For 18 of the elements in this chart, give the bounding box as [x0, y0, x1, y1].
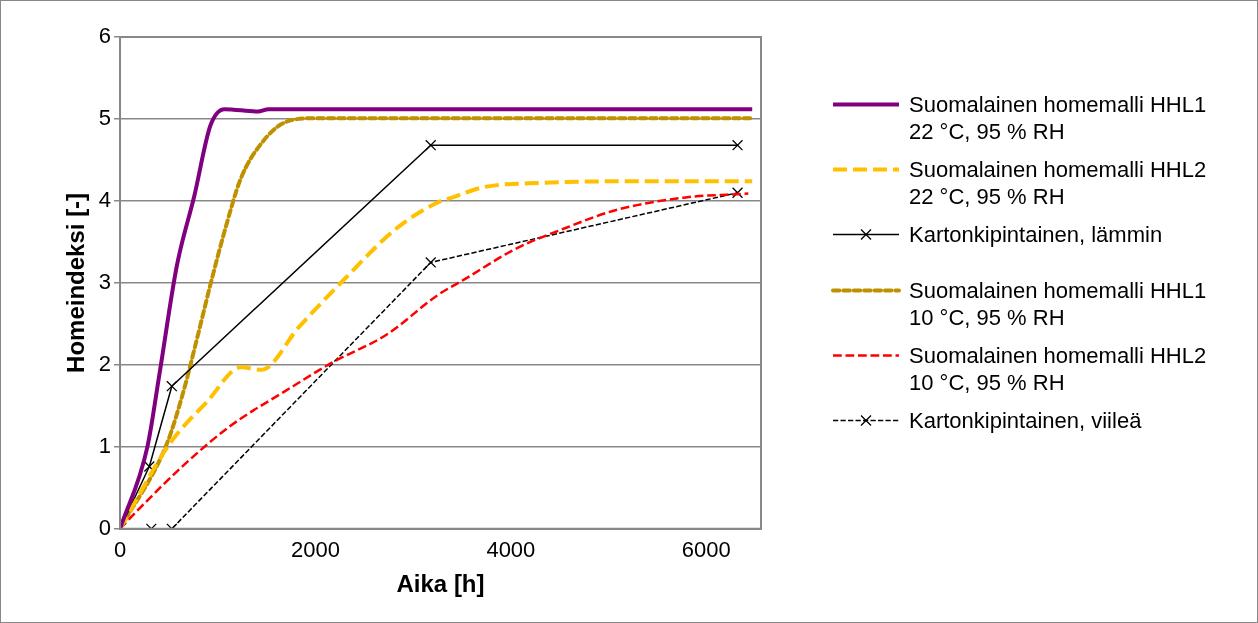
legend-label: Suomalainen homemalli HHL2 22 °C, 95 % RH [909, 156, 1208, 210]
legend-label: Kartonkipintainen, lämmin [909, 221, 1163, 248]
y-tick-label: 2 [98, 350, 112, 376]
legend-label: Suomalainen homemalli HHL1 22 °C, 95 % RH [909, 91, 1208, 145]
y-tick-label: 0 [98, 514, 112, 540]
y-tick-label: 1 [98, 432, 112, 458]
x-tick-label: 4000 [486, 537, 536, 563]
x-axis-title: Aika [h] [396, 570, 485, 598]
legend-label: Suomalainen homemalli HHL1 10 °C, 95 % RH [909, 277, 1208, 331]
y-tick-label: 6 [98, 23, 112, 49]
legend-label: Kartonkipintainen, viileä [909, 407, 1142, 434]
y-tick-label: 4 [98, 187, 112, 212]
legend-label: Suomalainen homemalli HHL2 10 °C, 95 % RH [909, 342, 1208, 396]
y-axis-title: Homeindeksi [-] [62, 192, 90, 373]
y-tick-label: 5 [98, 105, 112, 131]
x-tick-label: 2000 [290, 537, 340, 563]
x-tick-label: 6000 [681, 537, 731, 563]
y-tick-label: 3 [98, 268, 112, 294]
